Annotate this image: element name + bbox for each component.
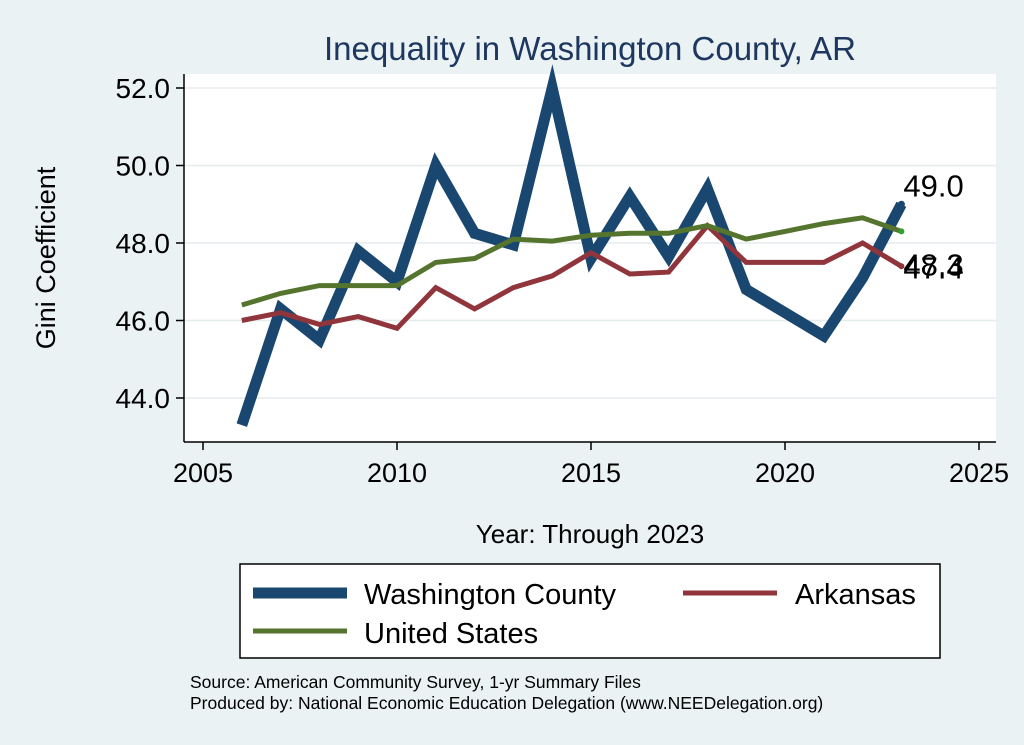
series-line-arkansas bbox=[241, 221, 903, 332]
producer-note: Produced by: National Economic Education… bbox=[190, 693, 823, 713]
axes bbox=[183, 74, 996, 443]
chart-title: Inequality in Washington County, AR bbox=[324, 30, 856, 67]
series-line-washington-county bbox=[236, 64, 907, 427]
legend-label-united-states: United States bbox=[364, 618, 538, 650]
source-note: Source: American Community Survey, 1-yr … bbox=[190, 672, 641, 692]
end-point-arkansas bbox=[898, 263, 905, 270]
y-tick-label-1: 46.0 bbox=[116, 306, 171, 337]
legend-label-washington-county: Washington County bbox=[364, 579, 617, 611]
end-label-united-states: 48.3 bbox=[903, 247, 963, 282]
legend: Washington County Arkansas United States bbox=[239, 563, 941, 659]
series-line-united-states bbox=[241, 215, 903, 308]
x-tick-label-3: 2020 bbox=[755, 458, 815, 488]
end-point-united-states bbox=[898, 228, 905, 235]
x-tick-label-0: 2005 bbox=[173, 458, 233, 488]
y-tick-label-4: 52.0 bbox=[116, 73, 171, 104]
series-lines bbox=[236, 64, 907, 427]
y-tick-label-3: 50.0 bbox=[116, 151, 171, 182]
y-axis-label: Gini Coefficient bbox=[31, 166, 61, 349]
y-tick-label-0: 44.0 bbox=[116, 383, 171, 414]
x-tick-label-1: 2010 bbox=[367, 458, 427, 488]
axis-ticks: 44.0 46.0 48.0 50.0 52.0 2005 2010 2015 2020 2025 bbox=[116, 73, 1010, 488]
x-tick-label-2: 2015 bbox=[561, 458, 621, 488]
end-label-washington-county: 49.0 bbox=[903, 168, 963, 203]
end-point-washington-county bbox=[897, 200, 905, 208]
end-labels: 49.0 47.448.3 bbox=[903, 168, 963, 285]
legend-label-arkansas: Arkansas bbox=[795, 579, 916, 611]
x-tick-label-4: 2025 bbox=[949, 458, 1009, 488]
y-tick-label-2: 48.0 bbox=[116, 228, 171, 259]
legend-box bbox=[239, 563, 941, 659]
end-label-arkansas: 47.4 bbox=[903, 250, 963, 285]
x-axis-label: Year: Through 2023 bbox=[476, 519, 704, 549]
